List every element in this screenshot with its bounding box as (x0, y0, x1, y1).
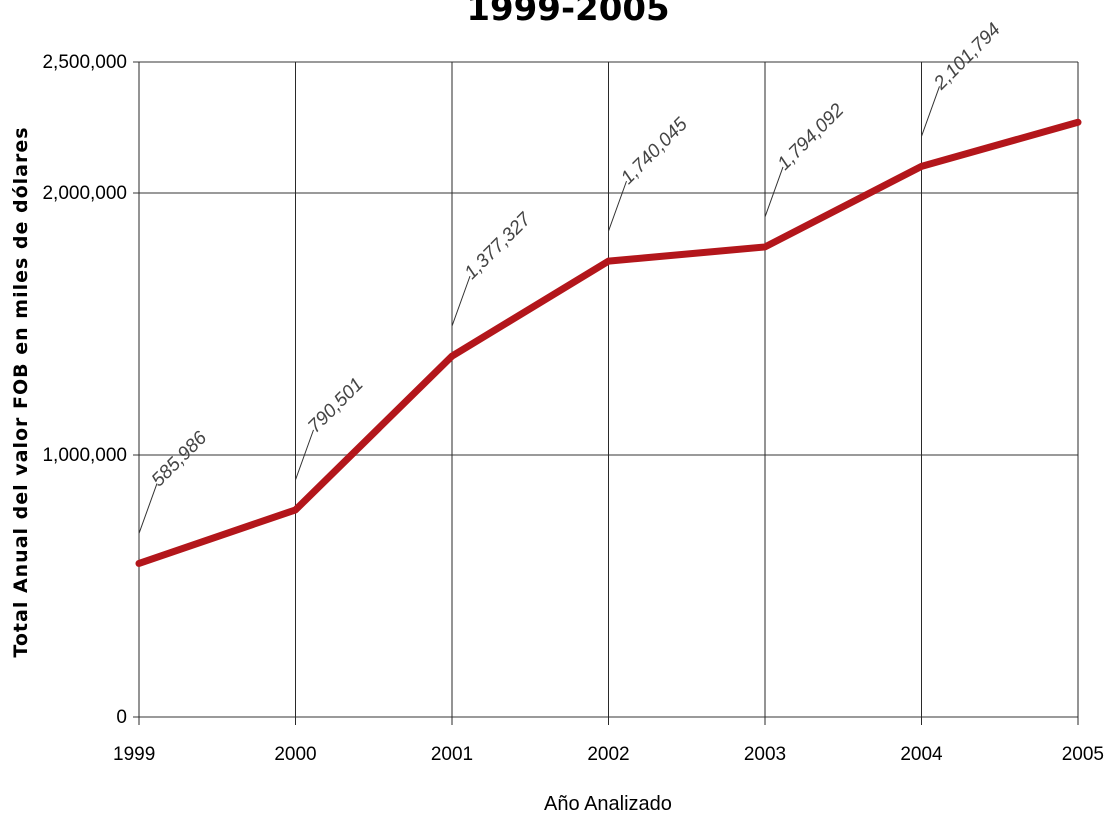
data-label-leader (921, 86, 940, 161)
data-label: 790,501 (304, 374, 367, 437)
data-label: 1,794,092 (774, 100, 849, 175)
chart-title: 1999-2005 (466, 0, 669, 29)
data-label-leader (295, 429, 314, 504)
grid (133, 61, 1079, 725)
x-tick-label: 2002 (587, 744, 629, 765)
y-tick-label: 0 (116, 707, 127, 728)
data-label-leaders (138, 86, 940, 558)
data-label-leader (451, 275, 471, 351)
x-tick-label: 2001 (431, 744, 473, 765)
series-group (135, 118, 1082, 567)
x-tick-label: 2000 (274, 744, 316, 765)
data-label: 1,740,045 (617, 114, 692, 189)
data-label: 585,986 (148, 427, 212, 491)
x-tick-label: 2005 (1062, 744, 1104, 765)
y-axis-label: Total Anual del valor FOB en miles de dó… (10, 126, 32, 657)
y-tick-label: 2,000,000 (42, 183, 127, 204)
data-label: 1,377,327 (461, 208, 537, 284)
x-tick-label: 2003 (744, 744, 786, 765)
y-tick-label: 1,000,000 (42, 445, 127, 466)
data-labels: 585,986 790,501 1,377,327 1,740,045 1,794,09… (148, 19, 1005, 491)
data-label: 2,101,794 (929, 19, 1004, 94)
x-tick-label: 1999 (113, 744, 155, 765)
x-tick-label: 2004 (900, 744, 943, 765)
y-axis-ticks: 0 1,000,000 2,000,000 2,500,000 (42, 52, 127, 728)
data-label-leader (138, 483, 158, 558)
series-line (135, 118, 1082, 567)
y-tick-label: 2,500,000 (42, 52, 127, 73)
x-axis-label: Año Analizado (544, 793, 672, 815)
x-axis-ticks: 1999 2000 2001 2002 2003 2004 2005 (113, 744, 1104, 765)
data-label-leader (764, 166, 784, 241)
data-label-leader (608, 180, 627, 256)
